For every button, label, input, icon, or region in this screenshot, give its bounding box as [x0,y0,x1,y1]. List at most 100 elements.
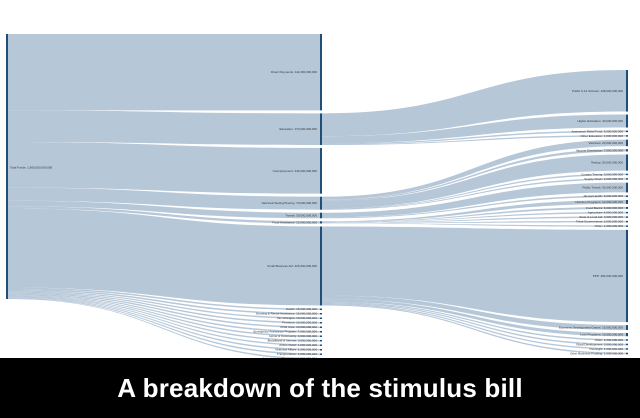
right-flow-link-4-22 [322,303,626,350]
middle-node-label-11: Child Care: 10,000,000,000 [280,325,317,329]
middle-node-14 [320,339,322,342]
right-node-label-13: Agriculture: 4,000,000,000 [588,211,624,215]
flow-links [8,34,626,358]
right-node-17 [626,229,628,323]
right-flow-link-4-19 [322,299,626,337]
right-node-label-11: Nutrition Programs: 12,000,000,000 [575,200,623,204]
middle-node-6 [320,226,322,306]
right-node-label-2: Assistance Relief Fund: 5,000,000,000 [571,129,623,133]
middle-node-4 [320,212,322,219]
right-node-16 [626,225,628,227]
middle-node-label-18: Administrative Provisions: 1,000,000,000 [263,357,318,358]
right-node-9 [626,182,628,193]
middle-node-7 [320,308,322,310]
middle-node-label-4: Transit: 30,000,000,000 [285,213,317,217]
right-node-21 [626,343,628,346]
right-node-12 [626,206,628,209]
right-node-label-8: Supply Chain: 2,000,000,000 [584,177,623,181]
middle-node-label-10: Pensions: 10,000,000,000 [282,321,317,325]
flow-link-3 [8,187,320,210]
right-flow-link-2-10 [322,195,626,219]
source-label: Total Funds: 1,900,000,000,000 [10,166,53,170]
caption-band: A breakdown of the stimulus bill [0,358,640,418]
flow-link-2 [8,141,320,194]
right-node-4 [626,139,628,147]
middle-node-label-12: Emergency Assistance Program: 7,000,000,… [253,330,317,334]
flow-link-0 [8,34,320,111]
right-node-2 [626,130,628,133]
flow-link-13 [8,294,320,337]
middle-node-16 [320,348,322,351]
flow-link-11 [8,292,320,328]
right-flow-link-1-4 [322,139,626,200]
middle-node-label-3: Vaccines/Testing/Tracing: 70,000,000,000 [261,201,317,205]
right-node-label-10: Mental Health: 5,000,000,000 [584,194,624,198]
right-flow-link-3-12 [322,206,626,223]
right-flow-link-0-3 [322,135,626,145]
right-flow-link-1-6 [322,154,626,209]
flow-link-5 [8,206,320,224]
flow-link-4 [8,200,320,219]
middle-node-label-8: Housing & Rental Assistance: 15,000,000,… [256,312,317,316]
right-node-label-6: Testing: 50,000,000,000 [591,161,623,165]
right-node-label-16: Other: 1,000,000,000 [595,224,624,228]
middle-node-label-2: Unemployment: 246,000,000,000 [273,169,318,173]
middle-node-8 [320,312,322,315]
right-node-label-0: Public K-12 Schools: 128,000,000,000 [572,89,623,93]
right-node-label-20: Other: 3,000,000,000 [595,338,624,342]
flow-link-9 [8,290,320,319]
right-flow-link-1-5 [322,149,626,201]
right-node-label-14: State & Local Aid: 3,000,000,000 [579,215,623,219]
middle-node-label-0: Direct Payments: 411,000,000,000 [271,70,317,74]
right-flow-link-0-0 [322,70,626,137]
right-flow-link-4-18 [322,295,626,330]
right-flow-link-4-20 [322,301,626,341]
middle-node-1 [320,113,322,145]
flow-link-18 [8,298,320,358]
flow-link-8 [8,288,320,315]
right-flow-link-3-13 [322,211,626,223]
right-node-label-17: PPP: 284,000,000,000 [593,274,624,278]
caption-title: A breakdown of the stimulus bill [117,372,523,403]
right-flow-link-3-15 [322,220,626,224]
right-node-11 [626,200,628,204]
flow-link-17 [8,297,320,355]
flow-link-14 [8,295,320,342]
middle-node-15 [320,344,322,346]
middle-node-label-5: Food Assistance: 12,000,000,000 [272,220,317,224]
flow-link-16 [8,296,320,351]
flow-labels: Total Funds: 1,900,000,000,000 Direct Pay… [10,70,623,358]
right-node-label-9: Public Transit: 30,000,000,000 [582,186,623,190]
middle-node-label-17: Transportation: 1,000,000,000 [277,352,317,356]
right-node-label-1: Higher Education: 40,000,000,000 [577,119,623,123]
right-flow-link-2-9 [322,182,626,218]
middle-node-9 [320,317,322,319]
flow-link-15 [8,296,320,346]
right-flow-link-4-21 [322,302,626,346]
right-flow-link-1-8 [322,178,626,210]
middle-node-5 [320,221,322,224]
middle-node-label-13: Home & Community: 3,000,000,000 [269,334,317,338]
flow-link-1 [8,110,320,145]
middle-node-label-15: Airline Relief: 1,000,000,000 [279,343,317,347]
middle-node-0 [320,34,322,111]
right-flow-link-1-7 [322,173,626,210]
middle-node-label-16: Veterans Affairs: 1,000,000,000 [275,348,317,352]
sankey-diagram: Total Funds: 1,900,000,000,000 Direct Pay… [6,34,628,358]
right-flow-link-0-1 [322,114,626,144]
middle-node-label-14: Broadband & Internet: 3,000,000,000 [268,339,318,343]
flow-link-6 [8,208,320,306]
flow-link-7 [8,287,320,310]
right-node-7 [626,173,628,176]
middle-node-17 [320,353,322,355]
right-node-label-19: Loan Programs: 10,000,000,000 [580,333,623,337]
right-node-8 [626,178,628,180]
right-node-14 [626,216,628,218]
right-node-label-3: Other Education: 1,000,000,000 [580,134,623,138]
right-node-label-7: Contact Tracing: 3,000,000,000 [581,172,623,176]
middle-node-label-9: Tax Changes: 10,000,000,000 [277,316,317,320]
middle-node-10 [320,321,322,324]
right-node-15 [626,220,628,223]
right-node-label-21: Rural Development: 2,000,000,000 [576,342,623,346]
middle-node-11 [320,326,322,328]
